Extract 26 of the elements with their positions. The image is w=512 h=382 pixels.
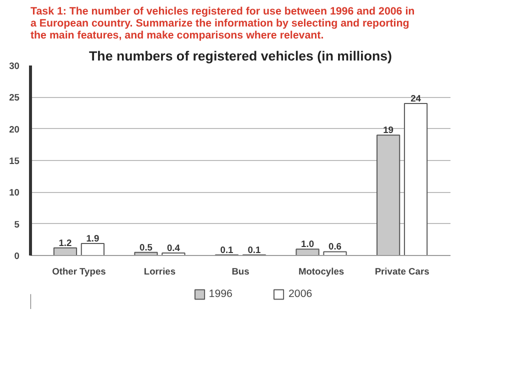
data-label: 0.6 (328, 242, 342, 252)
x-tick-label: Bus (232, 266, 250, 276)
y-tick-label: 0 (14, 251, 20, 261)
chart-title: The numbers of registered vehicles (in millions) (89, 48, 392, 64)
y-tick-label: 15 (9, 156, 20, 166)
data-label: 24 (410, 94, 422, 104)
y-tick-label: 10 (9, 188, 20, 198)
data-label: 1.0 (301, 239, 314, 250)
data-label: 0.4 (166, 242, 181, 253)
data-label: 0.1 (248, 244, 261, 255)
data-label: 0.1 (220, 244, 234, 255)
legend-label: 1996 (208, 288, 232, 300)
x-tick-label: Lorries (144, 266, 176, 276)
y-tick-label: 20 (9, 124, 20, 134)
x-tick-label: Other Types (52, 266, 106, 276)
data-label: 0.5 (140, 242, 152, 252)
x-tick-label: Motocyles (298, 266, 344, 276)
y-tick-label: 25 (9, 92, 20, 103)
y-tick-label: 30 (9, 61, 20, 71)
y-tick-label: 5 (14, 219, 20, 230)
legend-label: 2006 (288, 288, 312, 300)
text: Task 1: The number of vehicles registered for use between 1996 and 2006 in a European country. Summarize the information by selecting and reporting the main features, and make comparisons where relevant. (30, 6, 415, 42)
data-label: 1.2 (58, 238, 72, 248)
data-label: 19 (383, 125, 394, 136)
x-tick-label: Private Cars (374, 266, 430, 276)
data-label: 1.9 (86, 233, 100, 244)
